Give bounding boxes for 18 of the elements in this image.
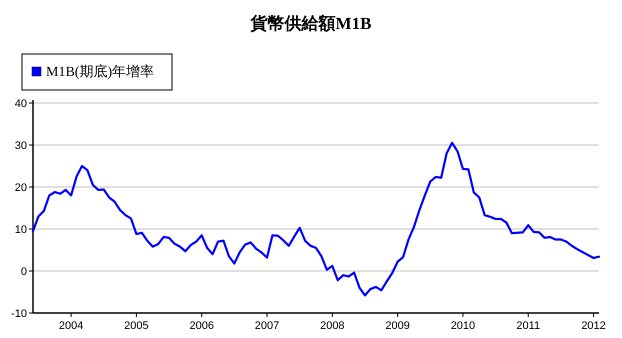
x-tick-label: 2007 bbox=[254, 320, 280, 332]
y-tick-label: 10 bbox=[14, 224, 27, 236]
x-tick-label: 2011 bbox=[516, 320, 540, 332]
y-tick-label: -10 bbox=[11, 308, 27, 320]
y-tick-label: 0 bbox=[20, 266, 27, 278]
legend-label: M1B(期底)年增率 bbox=[46, 64, 154, 80]
y-tick-label: 40 bbox=[14, 98, 27, 110]
y-tick-label: 20 bbox=[14, 182, 27, 194]
x-tick-label: 2005 bbox=[124, 320, 149, 332]
x-tick-label: 2010 bbox=[450, 320, 476, 332]
x-tick-label: 2008 bbox=[320, 320, 345, 332]
x-tick-label: 2009 bbox=[385, 320, 410, 332]
title: 貨幣供給額M1B bbox=[250, 14, 372, 33]
x-tick-label: 2006 bbox=[189, 320, 214, 332]
y-tick-label: 30 bbox=[14, 140, 27, 152]
x-tick-label: 2004 bbox=[58, 320, 84, 332]
x-tick-label: 2012 bbox=[581, 320, 606, 332]
legend: M1B(期底)年增率 bbox=[22, 54, 172, 90]
